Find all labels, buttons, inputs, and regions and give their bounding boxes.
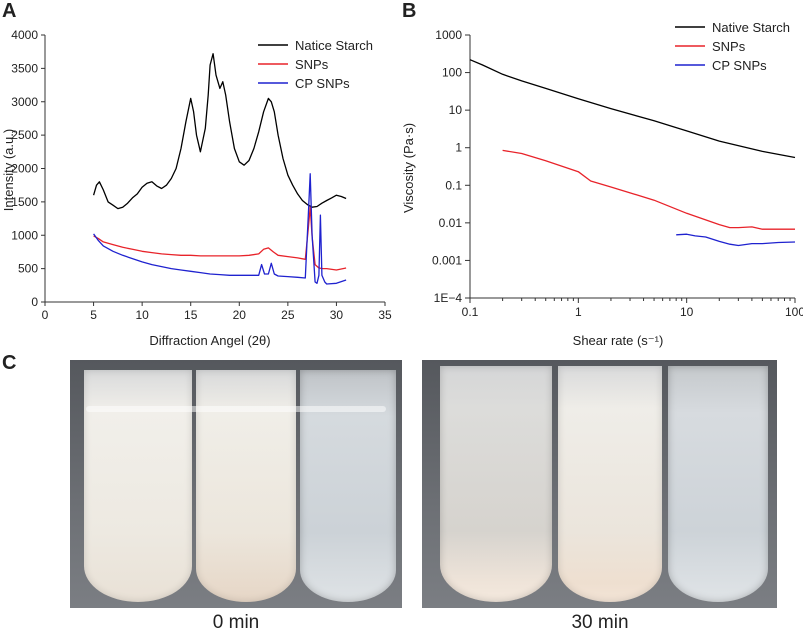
legend-label: SNPs (295, 57, 329, 72)
x-tick-label: 100 (785, 305, 803, 319)
photo-0-min (70, 360, 402, 608)
x-tick-label: 0.1 (462, 305, 479, 319)
x-axis-label: Diffraction Angel (2θ) (149, 333, 270, 348)
tube-snps (196, 370, 296, 602)
legend-label: SNPs (712, 39, 746, 54)
series-line-natice-starch (92, 53, 347, 210)
tube-cp-snps (300, 370, 396, 602)
y-tick-label: 1000 (435, 28, 462, 42)
x-tick-label: 15 (184, 308, 198, 322)
y-tick-label: 500 (18, 262, 38, 276)
x-tick-label: 1 (575, 305, 582, 319)
y-tick-label: 100 (442, 66, 462, 80)
y-tick-label: 3000 (11, 95, 38, 109)
legend-label: CP SNPs (295, 76, 350, 91)
tube-rim (86, 406, 386, 412)
y-tick-label: 1E−4 (434, 291, 463, 305)
x-tick-label: 5 (90, 308, 97, 322)
panel-label-c: C (2, 352, 17, 374)
panel-label-a: A (2, 0, 17, 22)
panel-label-b: B (402, 0, 417, 22)
legend-label: CP SNPs (712, 58, 767, 73)
y-tick-label: 1000 (11, 228, 38, 242)
legend-label: Native Starch (712, 20, 790, 35)
xrd-chart: 0 5 10 15 20 25 30 35 0 500 1000 1500 2000 2500 3000 35… (1, 28, 392, 348)
x-tick-label: 0 (42, 308, 49, 322)
y-tick-label: 3500 (11, 61, 38, 75)
x-tick-label: 35 (378, 308, 392, 322)
series-line-cp-snps (676, 233, 796, 247)
caption-30-min: 30 min (571, 612, 629, 633)
series-line-snps (502, 149, 795, 230)
tube-snps (558, 366, 662, 602)
x-tick-label: 25 (281, 308, 295, 322)
caption-0-min: 0 min (212, 612, 260, 633)
y-tick-label: 2500 (11, 128, 38, 142)
x-tick-label: 10 (680, 305, 694, 319)
y-tick-label: 1 (455, 141, 462, 155)
y-axis-label: Intensity (a.u.) (1, 129, 16, 211)
y-tick-label: 2000 (11, 162, 38, 176)
tube-native-starch (440, 366, 552, 602)
photo-30-min (422, 360, 777, 608)
tube-cp-snps (668, 366, 768, 602)
y-axis-label: Viscosity (Pa·s) (401, 123, 416, 213)
x-axis-label: Shear rate (s⁻¹) (573, 333, 664, 348)
y-tick-label: 10 (449, 103, 463, 117)
y-tick-label: 0 (31, 295, 38, 309)
y-tick-label: 1500 (11, 195, 38, 209)
y-tick-label: 4000 (11, 28, 38, 42)
y-tick-label: 0.1 (445, 178, 462, 192)
y-tick-label: 0.01 (439, 216, 463, 230)
x-tick-label: 30 (330, 308, 344, 322)
series-line-native-starch (469, 59, 796, 159)
viscosity-chart: 0.1 1 10 100 1E−4 0.001 0.01 0.1 1 10 100 1000 Nati… (401, 20, 803, 348)
tube-native-starch (84, 370, 192, 602)
x-tick-label: 20 (233, 308, 247, 322)
y-tick-label: 0.001 (432, 253, 462, 267)
series-line-cp-snps (93, 173, 347, 285)
x-tick-label: 10 (135, 308, 149, 322)
legend-label: Natice Starch (295, 38, 373, 53)
